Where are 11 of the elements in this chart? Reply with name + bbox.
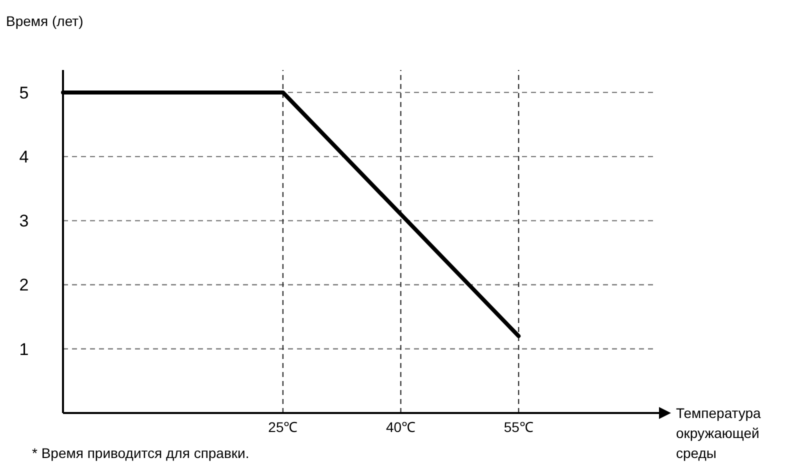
y-tick-label: 1 (19, 340, 29, 359)
y-tick-label: 4 (19, 148, 29, 166)
y-tick-label: 2 (19, 276, 29, 295)
x-tick-label: 25℃ (268, 419, 298, 435)
y-axis-title: Время (лет) (6, 13, 84, 29)
text: * Время приводится для справки. (32, 445, 250, 461)
y-tick-label: 3 (19, 212, 29, 231)
x-tick-label: 40℃ (386, 419, 416, 435)
x-tick-label: 55℃ (504, 419, 534, 435)
x-axis-title: Температура окружающей среды (676, 405, 762, 461)
y-tick-label: 5 (19, 83, 29, 102)
